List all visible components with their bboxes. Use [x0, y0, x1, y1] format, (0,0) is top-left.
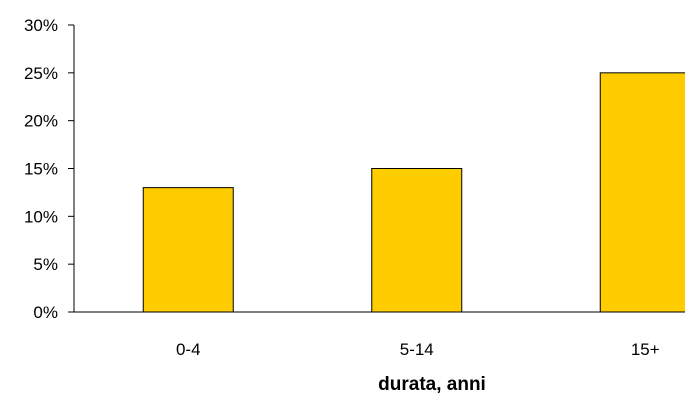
- y-tick-label: 0%: [33, 303, 58, 322]
- x-tick-label: 0-4: [176, 340, 201, 359]
- bar-0-4: [142, 187, 234, 313]
- x-axis-title: durata, anni: [378, 374, 486, 395]
- y-tick-label: 5%: [33, 255, 58, 274]
- bar-5-14: [371, 168, 463, 313]
- x-axis: 0-4 5-14 15+: [74, 311, 685, 359]
- y-tick-label: 15%: [24, 160, 58, 179]
- bars: [142, 72, 685, 313]
- y-axis: 0% 5% 10% 15% 20% 25% 30%: [24, 16, 75, 322]
- y-tick-label: 10%: [24, 207, 58, 226]
- x-tick-label: 15+: [631, 340, 660, 359]
- y-tick-label: 20%: [24, 112, 58, 131]
- y-tick-label: 30%: [24, 16, 58, 35]
- y-tick-label: 25%: [24, 64, 58, 83]
- bar-15+: [599, 72, 685, 313]
- x-tick-label: 5-14: [400, 340, 434, 359]
